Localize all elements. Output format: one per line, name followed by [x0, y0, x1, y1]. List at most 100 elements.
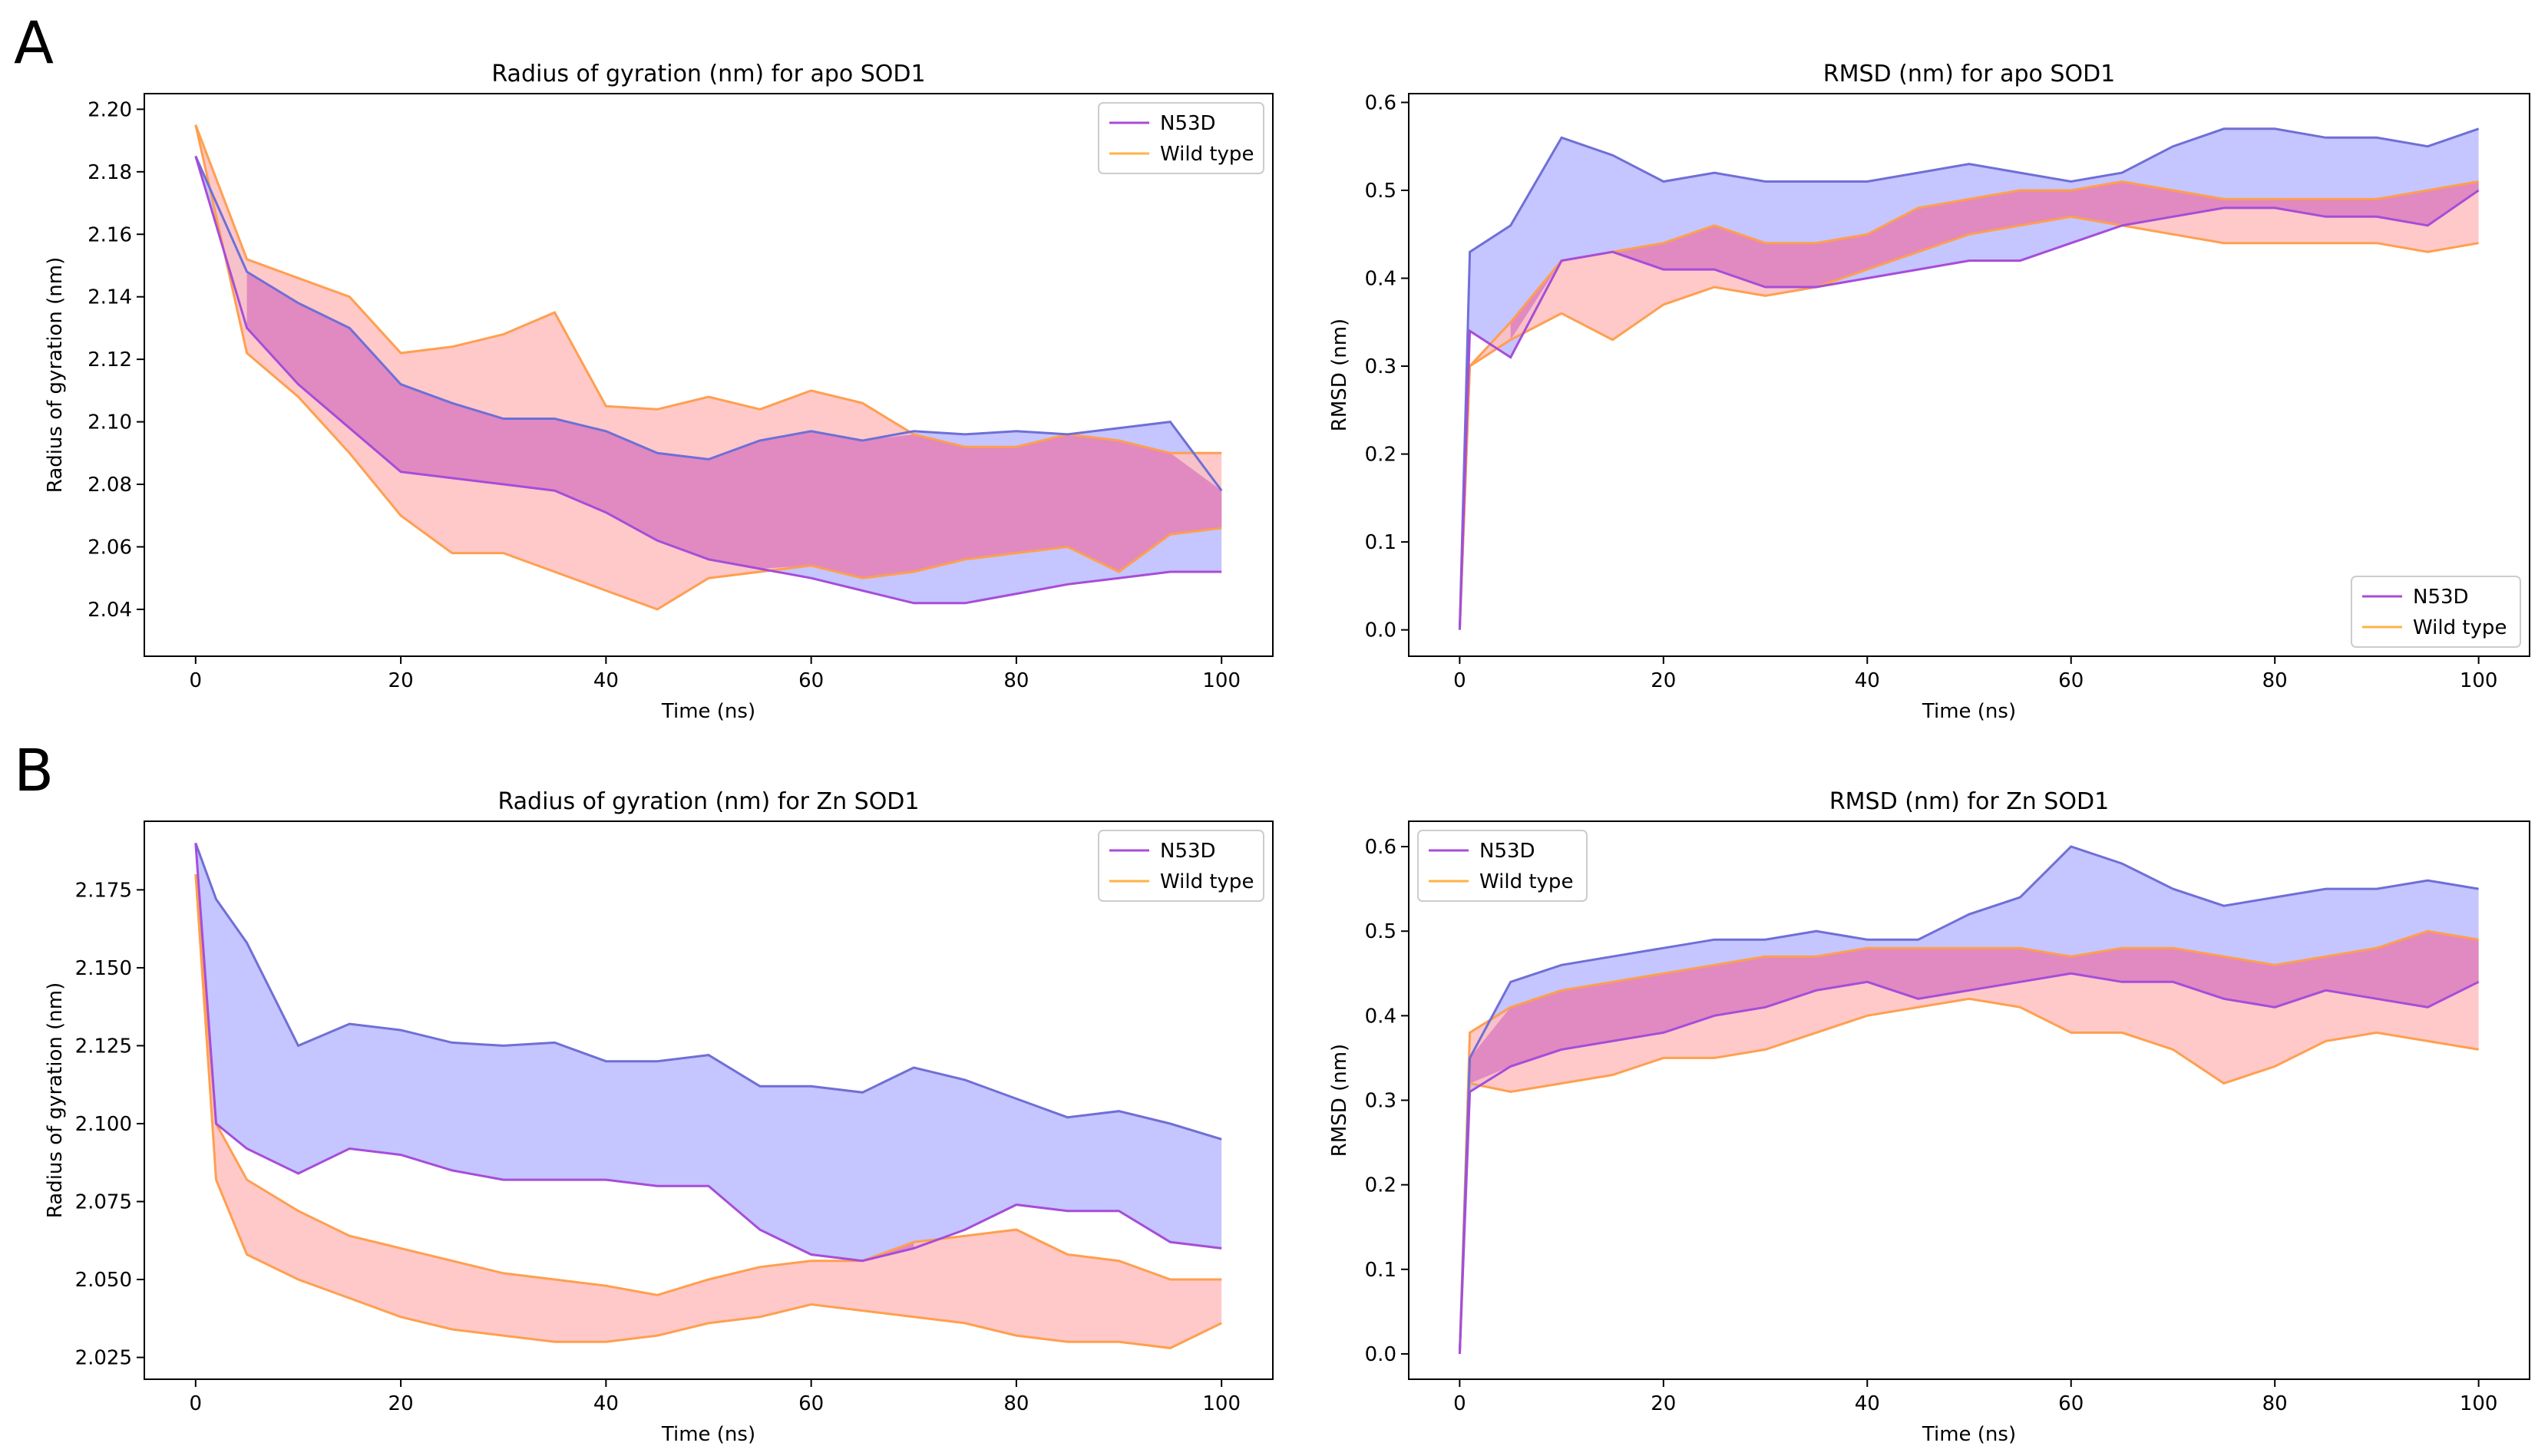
overlap-band: [246, 272, 1222, 579]
y-tick-label: 2.12: [88, 348, 132, 371]
wild-type-band: [1459, 181, 2479, 630]
x-tick-label: 0: [1453, 669, 1466, 692]
rg-apo-y-axis-label: Radius of gyration (nm): [44, 257, 67, 493]
n53d-band: [195, 843, 1222, 1261]
y-tick-label: 2.050: [75, 1269, 132, 1292]
x-tick-label: 0: [1453, 1392, 1466, 1415]
wild-type-lower-line: [1458, 997, 2479, 1355]
x-tick-label: 20: [388, 1392, 414, 1415]
x-tick-label: 40: [593, 669, 619, 692]
rmsd-apo-axes-frame: [1408, 93, 2530, 657]
x-tick-label: 80: [1003, 669, 1029, 692]
rmsd-apo-legend: N53D Wild type: [2351, 576, 2521, 648]
rmsd-apo-x-axis-label: Time (ns): [1922, 700, 2016, 723]
x-tick-label: 60: [2058, 669, 2084, 692]
y-tick-label: 2.04: [88, 599, 132, 622]
wild-type-lower-line: [1458, 215, 2479, 630]
y-tick-label: 2.16: [88, 223, 132, 246]
legend-label-wild-type: Wild type: [1479, 870, 1573, 893]
legend-label-n53d: N53D: [1160, 840, 1216, 863]
n53d-lower-line: [1458, 189, 2480, 630]
x-tick-label: 20: [1651, 669, 1676, 692]
rmsd-zn-legend: N53D Wild type: [1417, 830, 1588, 902]
y-tick-label: 0.1: [1365, 1259, 1396, 1282]
rmsd-apo-title: RMSD (nm) for apo SOD1: [1823, 61, 2116, 87]
legend-box: [1098, 102, 1264, 174]
wild-type-upper-line: [194, 124, 1222, 454]
wild-type-upper-line: [1458, 929, 2479, 1355]
legend-label-n53d: N53D: [1479, 840, 1535, 863]
y-tick-label: 0.2: [1365, 1174, 1396, 1197]
rg-apo-legend: N53D Wild type: [1098, 102, 1264, 174]
y-tick-label: 2.175: [75, 879, 132, 902]
rg-apo-x-axis-label: Time (ns): [661, 700, 755, 723]
n53d-upper-line: [1458, 127, 2480, 630]
rg-zn-y-axis-label: Radius of gyration (nm): [44, 982, 67, 1218]
x-tick-label: 60: [798, 669, 824, 692]
rg-apo-title: Radius of gyration (nm) for apo SOD1: [491, 61, 925, 87]
n53d-upper-line: [194, 842, 1222, 1141]
y-tick-label: 0.5: [1365, 180, 1396, 203]
y-tick-label: 2.075: [75, 1190, 132, 1213]
y-tick-label: 2.14: [88, 286, 132, 309]
y-tick-label: 0.4: [1365, 1005, 1396, 1028]
wild-type-lower-line: [194, 124, 1222, 611]
x-tick-label: 80: [2262, 669, 2288, 692]
rg-zn-chart: 0 20 40 60 80 100 2.025 2.050 2.075 2.100 2.125 2.1…: [44, 788, 1274, 1446]
x-tick-label: 80: [2262, 1392, 2288, 1415]
rmsd-zn-x-axis-label: Time (ns): [1922, 1423, 2016, 1446]
legend-box: [1417, 830, 1588, 902]
x-tick-label: 0: [190, 1392, 203, 1415]
y-tick-label: 0.2: [1365, 444, 1396, 467]
rmsd-apo-y-axis-label: RMSD (nm): [1328, 319, 1351, 431]
y-tick-label: 0.6: [1365, 91, 1396, 114]
rmsd-zn-chart: 0 20 40 60 80 100 0.0 0.1 0.2 0.3 0.4 0.5 0.6 RMSD (n…: [1328, 788, 2530, 1446]
n53d-lower-line: [194, 843, 1222, 1263]
n53d-band: [1459, 847, 2479, 1354]
legend-label-wild-type: Wild type: [1160, 870, 1254, 893]
rg-apo-plot-area: [194, 124, 1223, 611]
y-tick-label: 2.150: [75, 957, 132, 980]
n53d-lower-line: [1458, 972, 2480, 1355]
x-tick-label: 0: [190, 669, 203, 692]
legend-box: [1098, 830, 1264, 902]
y-tick-label: 0.3: [1365, 355, 1396, 378]
y-tick-label: 0.0: [1365, 619, 1396, 642]
legend-label-wild-type: Wild type: [1160, 143, 1254, 166]
legend-label-n53d: N53D: [1160, 112, 1216, 135]
x-tick-label: 20: [388, 669, 414, 692]
rg-zn-legend: N53D Wild type: [1098, 830, 1264, 902]
rmsd-zn-plot-area: [1458, 845, 2480, 1355]
x-tick-label: 60: [798, 1392, 824, 1415]
y-tick-label: 0.0: [1365, 1343, 1396, 1366]
y-tick-label: 0.4: [1365, 268, 1396, 291]
n53d-upper-line: [1458, 845, 2479, 1355]
legend-label-n53d: N53D: [2413, 586, 2469, 609]
x-tick-label: 40: [593, 1392, 619, 1415]
y-tick-label: 0.1: [1365, 531, 1396, 554]
rmsd-apo-plot-area: [1458, 127, 2480, 630]
rg-zn-x-axis-label: Time (ns): [661, 1423, 755, 1446]
n53d-lower-line: [194, 155, 1222, 605]
y-tick-label: 2.08: [88, 474, 132, 497]
x-tick-label: 60: [2058, 1392, 2084, 1415]
x-tick-label: 100: [1202, 1392, 1241, 1415]
x-tick-label: 80: [1003, 1392, 1029, 1415]
wild-type-band: [1459, 931, 2479, 1354]
legend-box: [2351, 576, 2521, 648]
legend-label-wild-type: Wild type: [2413, 616, 2507, 639]
y-tick-label: 0.6: [1365, 836, 1396, 859]
wild-type-lower-line: [194, 873, 1222, 1349]
x-tick-label: 20: [1651, 1392, 1676, 1415]
y-tick-label: 2.06: [88, 536, 132, 559]
rg-zn-axes-frame: [144, 820, 1274, 1380]
rg-apo-chart: 0 20 40 60 80 100 2.04 2.06 2.08 2.10 2.12 2.14 2.16…: [44, 61, 1274, 723]
overlap-band: [1459, 931, 2479, 1354]
n53d-upper-line: [194, 155, 1223, 492]
y-tick-label: 2.125: [75, 1035, 132, 1058]
rg-zn-plot-area: [194, 842, 1222, 1349]
y-tick-label: 2.18: [88, 161, 132, 184]
y-tick-label: 2.025: [75, 1347, 132, 1370]
rmsd-zn-title: RMSD (nm) for Zn SOD1: [1829, 788, 2109, 815]
